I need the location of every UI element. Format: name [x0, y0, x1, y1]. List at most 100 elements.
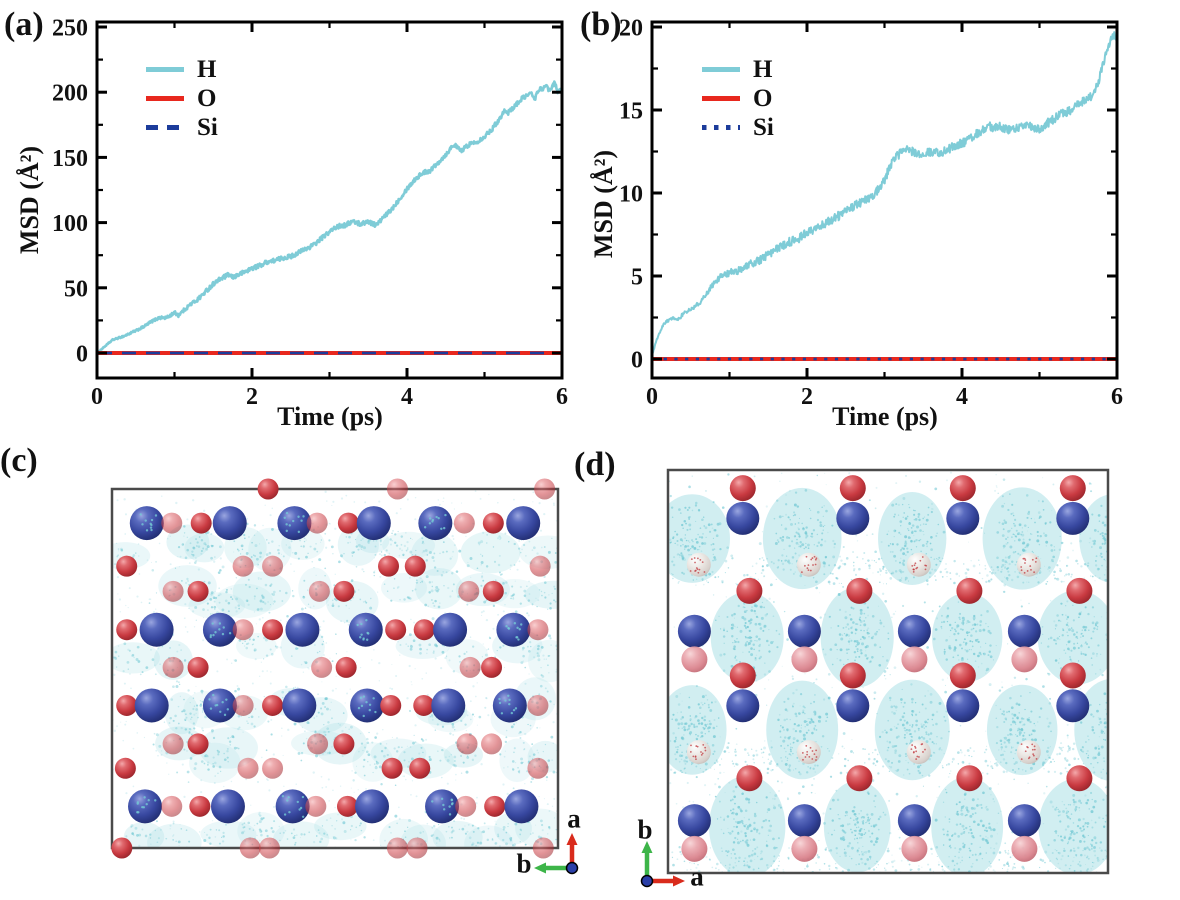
atom-Si [285, 612, 320, 647]
atom-Si [431, 688, 466, 723]
legend-entry-H: H [702, 55, 774, 84]
atom-Si [726, 689, 760, 723]
legend-line-sample-dashed [146, 125, 184, 130]
atom-Si [433, 612, 468, 647]
atom-O-faded [232, 619, 254, 641]
atom-O-faded [307, 733, 329, 755]
atom-Si [836, 501, 870, 535]
chart-a-yaxis-title: MSD (Å²) [15, 145, 44, 255]
atom-Si [787, 804, 821, 838]
atom-Si [212, 506, 247, 541]
atom-Si-speckled [202, 612, 237, 647]
chart-a: 0 2 4 6 0 50 100 150 200 250 [52, 16, 568, 411]
atom-O [846, 765, 873, 792]
legend-entry-Si: Si [146, 113, 218, 142]
xtick-label: 2 [246, 384, 258, 410]
ticks [650, 22, 1119, 378]
atom-O [839, 475, 866, 502]
atom-O [1059, 662, 1086, 689]
structure-d-cloud [668, 471, 1108, 873]
panel-label-c: (c) [0, 442, 38, 479]
atom-Si [946, 501, 980, 535]
legend-label: H [197, 56, 217, 83]
legend-label: Si [753, 114, 774, 141]
axis-gizmo-c [534, 833, 579, 875]
panel-label-b: (b) [580, 6, 622, 43]
ytick-label: 100 [52, 211, 88, 237]
chart-b: 0 2 4 6 0 5 10 15 20 [619, 16, 1123, 411]
atom-Si [897, 614, 931, 648]
atom-O-faded [308, 580, 330, 602]
atom-Si [1056, 501, 1090, 535]
atom-O [111, 837, 133, 859]
atom-Si [1056, 689, 1090, 723]
axis-origin-c [565, 861, 579, 875]
atom-Si [677, 804, 711, 838]
atom-Si [787, 614, 821, 648]
atom-H-thermal [686, 740, 711, 765]
legend-entry-O: O [146, 84, 218, 113]
chart-a-legend: H O Si [146, 55, 218, 142]
atom-O-faded [239, 837, 261, 859]
atom-O [413, 619, 435, 641]
atom-Si [946, 689, 980, 723]
atom-Si-speckled [492, 688, 527, 723]
atom-Si [1007, 804, 1041, 838]
atom-O-faded [532, 837, 554, 859]
axis-c-horizontal-label: b [516, 848, 532, 879]
atom-O-faded [534, 478, 556, 500]
atom-O-faded [306, 512, 328, 534]
atom-Si-speckled [129, 506, 164, 541]
atom-O-faded [481, 733, 503, 755]
structure-c-border [110, 487, 560, 850]
ytick-label: 20 [619, 16, 643, 42]
atom-Si [355, 789, 390, 824]
atom-O [187, 656, 209, 678]
atom-Si [139, 612, 174, 647]
atom-O-faded [232, 694, 254, 716]
atom-Si [356, 506, 391, 541]
atom-O-pink [901, 835, 928, 862]
atom-O-pink [791, 835, 818, 862]
atom-O [380, 694, 402, 716]
axis-gizmo-d [640, 841, 685, 888]
atom-O-faded [406, 837, 428, 859]
atom-O-faded [311, 656, 333, 678]
atom-O [956, 765, 983, 792]
xtick-label: 2 [801, 384, 813, 410]
xtick-label: 0 [646, 384, 658, 410]
atom-Si-speckled [128, 789, 163, 824]
atom-Si [210, 789, 245, 824]
atom-O [187, 733, 209, 755]
atom-O-faded [232, 555, 254, 577]
atom-H-thermal [686, 552, 711, 577]
atom-H-thermal [1016, 552, 1041, 577]
panel-label-d: (d) [574, 446, 616, 483]
legend-line-sample-solid [702, 67, 740, 72]
atom-O-faded [162, 580, 184, 602]
atom-O [1059, 475, 1086, 502]
atom-O-faded [162, 656, 184, 678]
atom-H-thermal [906, 552, 931, 577]
ytick-label: 150 [52, 146, 88, 172]
atom-H-thermal [1016, 740, 1041, 765]
atom-O [378, 555, 400, 577]
atom-O [262, 619, 284, 641]
atom-H-thermal [796, 552, 821, 577]
series-H-line [651, 31, 1118, 357]
atom-O-faded [459, 656, 481, 678]
ytick-label: 0 [631, 348, 643, 374]
atom-O [729, 475, 756, 502]
tick-labels: 0 2 4 6 0 5 10 15 20 [619, 16, 1123, 411]
atom-O [385, 619, 407, 641]
atom-Si [282, 688, 317, 723]
chart-b-yaxis-title: MSD (Å²) [589, 149, 618, 259]
tick-labels: 0 2 4 6 0 50 100 150 200 250 [52, 16, 568, 411]
legend-label: O [753, 85, 773, 112]
legend-label: H [753, 56, 773, 83]
axis-d-vertical-label: b [637, 814, 653, 845]
atom-O [839, 662, 866, 689]
atom-O-pink [1011, 646, 1038, 673]
atom-Si [506, 506, 541, 541]
